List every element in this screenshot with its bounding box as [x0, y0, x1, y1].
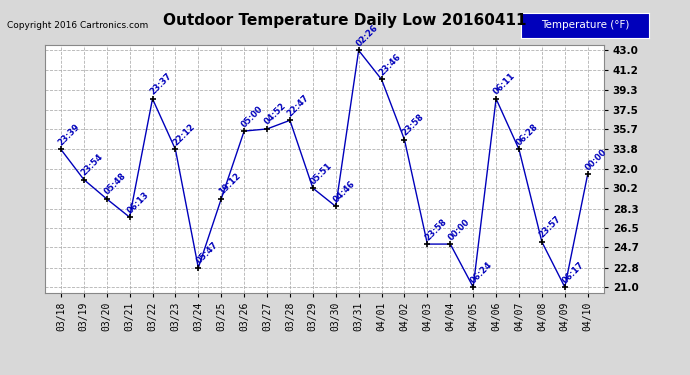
Text: 04:52: 04:52: [263, 102, 288, 127]
Text: 23:58: 23:58: [400, 112, 426, 138]
Text: Temperature (°F): Temperature (°F): [540, 20, 629, 30]
Text: 23:46: 23:46: [377, 52, 403, 77]
Text: Copyright 2016 Cartronics.com: Copyright 2016 Cartronics.com: [7, 21, 148, 30]
Text: 05:47: 05:47: [195, 240, 219, 266]
Text: 23:39: 23:39: [57, 122, 82, 147]
Text: 02:26: 02:26: [355, 23, 380, 48]
Text: 23:57: 23:57: [538, 214, 563, 240]
Text: 19:12: 19:12: [217, 171, 242, 197]
Text: 05:48: 05:48: [103, 171, 128, 197]
Text: 05:00: 05:00: [240, 104, 265, 129]
Text: 00:00: 00:00: [584, 147, 609, 172]
Text: 00:00: 00:00: [446, 217, 471, 242]
Text: 22:47: 22:47: [286, 93, 311, 118]
Text: 04:46: 04:46: [332, 179, 357, 204]
Text: 06:24: 06:24: [469, 260, 495, 285]
Text: Outdoor Temperature Daily Low 20160411: Outdoor Temperature Daily Low 20160411: [164, 13, 526, 28]
Text: 23:58: 23:58: [423, 217, 448, 242]
Text: 06:13: 06:13: [126, 190, 150, 215]
Text: 23:54: 23:54: [80, 152, 105, 177]
Text: 23:37: 23:37: [148, 72, 174, 97]
Text: 06:28: 06:28: [515, 122, 540, 147]
Text: 22:12: 22:12: [171, 122, 197, 147]
Text: 06:17: 06:17: [561, 260, 586, 285]
Text: 05:51: 05:51: [308, 161, 334, 186]
Text: 06:11: 06:11: [492, 71, 518, 97]
